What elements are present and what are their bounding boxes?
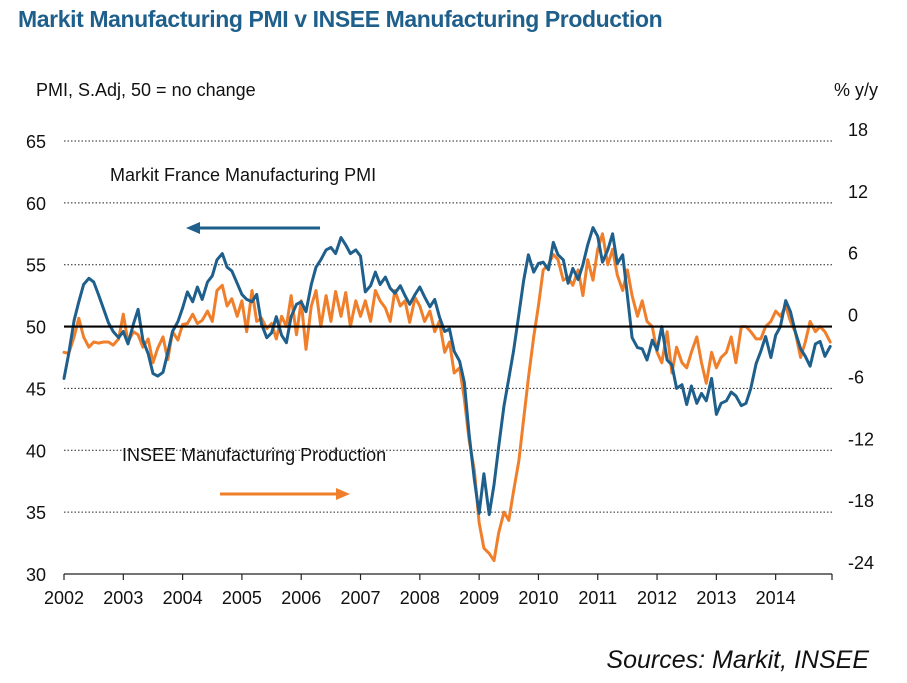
x-tick-label: 2014 bbox=[756, 588, 796, 608]
x-tick-label: 2006 bbox=[281, 588, 321, 608]
left-tick-label: 65 bbox=[26, 132, 46, 152]
left-tick-label: 35 bbox=[26, 503, 46, 523]
x-tick-label: 2007 bbox=[341, 588, 381, 608]
left-tick-label: 60 bbox=[26, 194, 46, 214]
arrow-head-production bbox=[336, 488, 350, 500]
x-tick-label: 2005 bbox=[222, 588, 262, 608]
right-tick-label: -18 bbox=[848, 491, 874, 511]
right-axis-ticks: 18 12 6 0 -6 -12 -18 -24 bbox=[848, 120, 874, 573]
arrow-head-pmi bbox=[186, 222, 200, 234]
left-tick-label: 50 bbox=[26, 318, 46, 338]
right-tick-label: 18 bbox=[848, 120, 868, 140]
x-tick-label: 2008 bbox=[400, 588, 440, 608]
right-tick-label: -6 bbox=[848, 367, 864, 387]
annotations: Markit France Manufacturing PMI INSEE Man… bbox=[110, 165, 386, 500]
right-tick-label: -24 bbox=[848, 553, 874, 573]
x-tick-label: 2013 bbox=[696, 588, 736, 608]
chart-title: Markit Manufacturing PMI v INSEE Manufac… bbox=[18, 6, 663, 32]
x-tick-label: 2012 bbox=[637, 588, 677, 608]
left-tick-label: 30 bbox=[26, 565, 46, 585]
series-line-pmi bbox=[62, 226, 832, 517]
left-tick-label: 40 bbox=[26, 441, 46, 461]
annotation-pmi: Markit France Manufacturing PMI bbox=[110, 165, 376, 185]
left-axis-ticks: 65 60 55 50 45 40 35 30 bbox=[26, 132, 46, 585]
source-note: Sources: Markit, INSEE bbox=[606, 646, 869, 674]
x-tick-label: 2004 bbox=[163, 588, 203, 608]
x-tick-label: 2009 bbox=[459, 588, 499, 608]
right-tick-label: 6 bbox=[848, 244, 858, 264]
x-tick-label: 2010 bbox=[518, 588, 558, 608]
series-line-production bbox=[62, 232, 832, 563]
x-axis: 2002 2003 2004 2005 2006 2007 2008 2009 2010 2011… bbox=[44, 573, 833, 608]
left-tick-label: 45 bbox=[26, 379, 46, 399]
right-axis-label: % y/y bbox=[834, 80, 878, 100]
right-tick-label: 12 bbox=[848, 182, 868, 202]
left-axis-label: PMI, S.Adj, 50 = no change bbox=[36, 80, 256, 100]
x-tick-label: 2011 bbox=[578, 588, 617, 608]
x-tick-label: 2002 bbox=[44, 588, 84, 608]
series-layer bbox=[62, 226, 832, 563]
x-tick-label: 2003 bbox=[103, 588, 143, 608]
annotation-production: INSEE Manufacturing Production bbox=[122, 445, 386, 465]
right-tick-label: -12 bbox=[848, 429, 874, 449]
left-tick-label: 55 bbox=[26, 256, 46, 276]
right-tick-label: 0 bbox=[848, 306, 858, 326]
